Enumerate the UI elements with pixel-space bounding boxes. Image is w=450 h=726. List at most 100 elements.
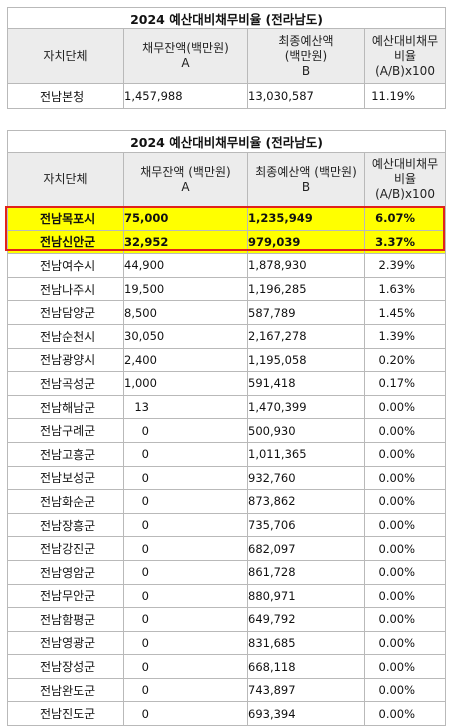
table-row: 전남순천시 30,050 2,167,278 1.39% <box>7 323 447 349</box>
debt-cell: 30,050 <box>123 323 248 349</box>
municipality-cell: 전남무안군 <box>7 583 124 609</box>
header-line: 자치단체 <box>43 172 88 186</box>
header-line: B <box>301 63 311 78</box>
debt-cell: 1,457,988 <box>123 83 248 109</box>
table-row: 전남여수시 44,900 1,878,930 2.39% <box>7 253 447 278</box>
municipality-cell: 전남영광군 <box>7 630 124 656</box>
debt-cell: 0 <box>123 465 248 491</box>
table-row: 전남영암군 0 861,728 0.00% <box>7 559 447 585</box>
ratio-cell: 3.37% <box>363 229 447 255</box>
ratio-cell: 0.17% <box>363 371 447 396</box>
header-debt: 채무잔액(백만원) A <box>123 28 248 84</box>
highlighted-table-row: 전남신안군 32,952 979,039 3.37% <box>7 229 447 255</box>
debt-cell: 0 <box>123 418 248 443</box>
debt-cell: 0 <box>123 607 248 632</box>
debt-cell: 0 <box>123 654 248 679</box>
budget-cell: 591,418 <box>247 371 365 396</box>
header-line: (A/B)x100 <box>375 63 435 78</box>
header-line: 채무잔액 (백만원) <box>140 164 231 179</box>
budget-cell: 1,196,285 <box>247 276 365 302</box>
budget-cell: 979,039 <box>247 229 365 255</box>
header-ratio: 예산대비채무 비율 (A/B)x100 <box>363 152 447 207</box>
budget-cell: 668,118 <box>247 654 365 679</box>
municipality-cell: 전남여수시 <box>7 253 124 278</box>
header-line: 비율 <box>393 172 417 186</box>
ratio-cell: 0.00% <box>363 536 447 561</box>
ratio-cell: 0.00% <box>363 465 447 491</box>
budget-cell: 831,685 <box>247 630 365 656</box>
debt-cell: 0 <box>123 512 248 538</box>
municipality-cell: 전남보성군 <box>7 465 124 491</box>
ratio-cell: 1.63% <box>363 276 447 302</box>
header-line: (A/B)x100 <box>375 187 435 201</box>
debt-cell: 0 <box>123 583 248 609</box>
table-row: 전남화순군 0 873,862 0.00% <box>7 489 447 514</box>
summary-table: 2024 예산대비채무비율 (전라남도) 자치단체 채무잔액(백만원) A 최종… <box>6 7 447 109</box>
header-line: 예산대비채무 <box>371 33 439 48</box>
budget-cell: 500,930 <box>247 418 365 443</box>
budget-cell: 1,878,930 <box>247 253 365 278</box>
budget-cell: 1,470,399 <box>247 394 365 420</box>
table-row: 전남담양군 8,500 587,789 1.45% <box>7 300 447 325</box>
municipality-cell: 전남곡성군 <box>7 371 124 396</box>
debt-cell: 0 <box>123 677 248 703</box>
table-row: 전남구례군 0 500,930 0.00% <box>7 418 447 443</box>
budget-cell: 1,195,058 <box>247 347 365 373</box>
budget-cell: 743,897 <box>247 677 365 703</box>
header-line: (백만원) <box>284 48 328 63</box>
table-row: 전남장흥군 0 735,706 0.00% <box>7 512 447 538</box>
table-row: 전남보성군 0 932,760 0.00% <box>7 465 447 491</box>
budget-cell: 1,011,365 <box>247 441 365 467</box>
header-line: 최종예산액 (백만원) <box>255 164 357 179</box>
debt-cell: 0 <box>123 536 248 561</box>
header-line: B <box>301 179 311 194</box>
table-row: 전남본청 1,457,988 13,030,587 11.19% <box>7 83 447 109</box>
municipality-cell: 전남고흥군 <box>7 441 124 467</box>
table-title: 2024 예산대비채무비율 (전라남도) <box>6 7 447 29</box>
ratio-cell: 0.00% <box>363 654 447 679</box>
municipality-cell: 전남함평군 <box>7 607 124 632</box>
debt-cell: 32,952 <box>123 229 248 255</box>
header-row: 자치단체 채무잔액(백만원) A 최종예산액 (백만원) B 예산대비채무 비율… <box>7 28 447 84</box>
municipality-cell: 전남구례군 <box>7 418 124 443</box>
ratio-cell: 0.00% <box>363 607 447 632</box>
ratio-cell: 1.39% <box>363 323 447 349</box>
ratio-cell: 0.20% <box>363 347 447 373</box>
budget-cell: 587,789 <box>247 300 365 325</box>
header-budget: 최종예산액 (백만원) B <box>247 152 365 207</box>
municipality-cell: 전남나주시 <box>7 276 124 302</box>
ratio-cell: 0.00% <box>363 701 447 726</box>
debt-cell: 75,000 <box>123 206 248 231</box>
debt-cell: 0 <box>123 441 248 467</box>
table-row: 전남장성군 0 668,118 0.00% <box>7 654 447 679</box>
municipality-cell: 전남순천시 <box>7 323 124 349</box>
municipality-cell: 전남영암군 <box>7 559 124 585</box>
debt-cell: 8,500 <box>123 300 248 325</box>
table-row: 전남나주시 19,500 1,196,285 1.63% <box>7 276 447 302</box>
highlighted-table-row: 전남목포시 75,000 1,235,949 6.07% <box>7 206 447 231</box>
municipality-cell: 전남진도군 <box>7 701 124 726</box>
budget-cell: 682,097 <box>247 536 365 561</box>
debt-cell: 1,000 <box>123 371 248 396</box>
header-line: 비율 <box>393 48 417 63</box>
debt-cell: 44,900 <box>123 253 248 278</box>
municipality-cell: 전남장흥군 <box>7 512 124 538</box>
debt-cell: 2,400 <box>123 347 248 373</box>
ratio-cell: 0.00% <box>363 677 447 703</box>
header-debt: 채무잔액 (백만원) A <box>123 152 248 207</box>
municipality-cell: 전남신안군 <box>7 229 124 255</box>
table-row: 전남해남군 13 1,470,399 0.00% <box>7 394 447 420</box>
municipality-cell: 전남장성군 <box>7 654 124 679</box>
debt-cell: 0 <box>123 489 248 514</box>
ratio-cell: 11.19% <box>363 83 447 109</box>
debt-cell: 19,500 <box>123 276 248 302</box>
municipality-cell: 전남강진군 <box>7 536 124 561</box>
municipality-cell: 전남화순군 <box>7 489 124 514</box>
budget-cell: 649,792 <box>247 607 365 632</box>
ratio-cell: 0.00% <box>363 512 447 538</box>
municipality-cell: 전남광양시 <box>7 347 124 373</box>
header-budget: 최종예산액 (백만원) B <box>247 28 365 84</box>
ratio-cell: 0.00% <box>363 394 447 420</box>
header-line: A <box>181 179 190 194</box>
municipality-table: 2024 예산대비채무비율 (전라남도) 자치단체 채무잔액 (백만원) A 최… <box>6 130 447 726</box>
